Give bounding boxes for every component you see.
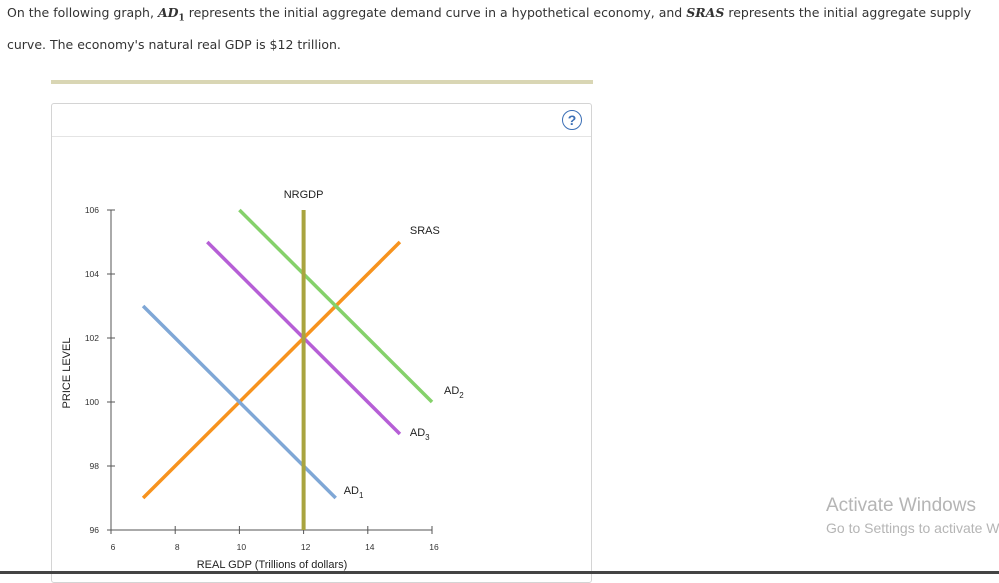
sras-label: SRAS [410, 225, 440, 237]
x-tick-label: 10 [237, 542, 247, 552]
ad3-label: AD3 [410, 427, 430, 442]
x-tick-label: 8 [175, 542, 180, 552]
x-tick-label: 14 [365, 542, 375, 552]
section-divider [51, 80, 593, 84]
y-tick-label: 96 [90, 525, 100, 535]
watermark-subtitle: Go to Settings to activate Windows. [826, 520, 999, 536]
watermark-title: Activate Windows [826, 495, 976, 516]
y-tick-label: 98 [90, 461, 100, 471]
ad2-label: AD2 [444, 385, 464, 400]
help-icon[interactable]: ? [562, 110, 582, 130]
ad2-curve[interactable] [238, 208, 434, 404]
sras-curve[interactable] [141, 240, 402, 500]
ad1-symbol: AD1 [157, 5, 185, 24]
x-axis-title: REAL GDP (Trillions of dollars) [197, 559, 348, 571]
question-text: On the following graph, AD1 represents t… [7, 0, 992, 57]
bottom-rule [0, 571, 999, 574]
x-tick-label: 6 [111, 542, 116, 552]
y-tick-label: 102 [85, 333, 99, 343]
y-tick-label: 100 [85, 397, 99, 407]
ad1-label: AD1 [344, 485, 364, 500]
curve-labels: SRAS AD1 AD2 AD3 NRGDP [284, 189, 465, 500]
question-part3: represents the initial aggregate supply … [7, 5, 972, 52]
x-tick-label: 16 [429, 542, 439, 552]
y-axis-title: PRICE LEVEL [61, 338, 73, 409]
panel-header-rule [52, 136, 591, 137]
curves[interactable] [141, 208, 434, 530]
nrgdp-label: NRGDP [284, 189, 324, 201]
x-tick-label: 12 [301, 542, 311, 552]
sras-symbol: SRAS [686, 5, 725, 20]
question-part2: represents the initial aggregate demand … [184, 5, 687, 20]
question-part1: On the following graph, [7, 5, 158, 20]
y-tick-label: 106 [85, 205, 99, 215]
y-tick-label: 104 [85, 269, 99, 279]
graph-panel [51, 103, 592, 583]
axes: 96 98 100 102 104 106 6 8 10 12 14 16 [85, 205, 439, 552]
